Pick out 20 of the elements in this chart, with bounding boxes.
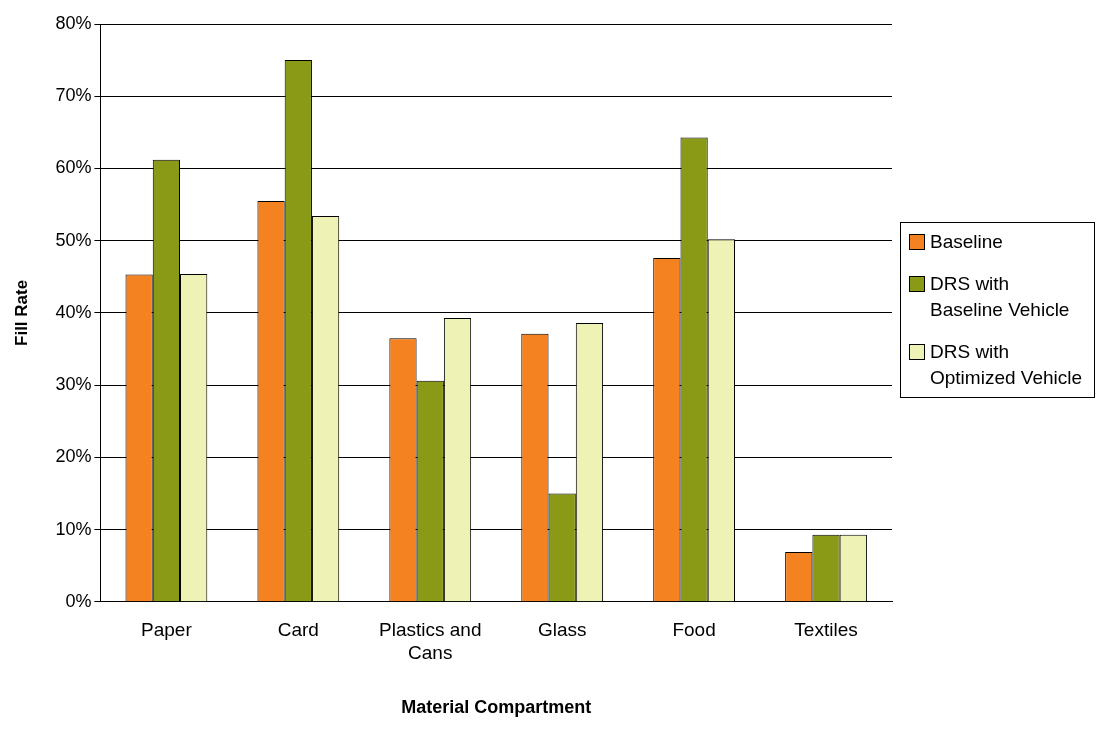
y-tick-label: 30% (55, 374, 92, 395)
x-tick-label: Glass (537, 619, 587, 641)
y-tick-label: 60% (55, 157, 92, 178)
x-tick-label: Textiles (794, 619, 858, 641)
x-tick-label: Plastics and Cans (379, 619, 482, 664)
x-tick-label: Food (672, 619, 716, 641)
legend-label: DRS with Optimized Vehicle (930, 340, 1083, 390)
y-tick-label: 20% (55, 446, 92, 467)
y-tick-label: 0% (65, 590, 92, 611)
y-tick-label: 50% (55, 229, 92, 250)
x-tick-label: Card (277, 619, 319, 641)
y-tick-label: 40% (55, 301, 92, 322)
legend-label: Baseline (930, 230, 1003, 254)
y-axis-title: Fill Rate (11, 279, 31, 346)
legend-label: DRS with Baseline Vehicle (930, 272, 1070, 322)
y-tick-label: 80% (55, 12, 92, 33)
x-tick-label: Paper (141, 619, 193, 641)
x-axis-title: Material Compartment (401, 697, 592, 718)
y-tick-label: 70% (55, 85, 92, 106)
y-tick-label: 10% (55, 518, 92, 539)
